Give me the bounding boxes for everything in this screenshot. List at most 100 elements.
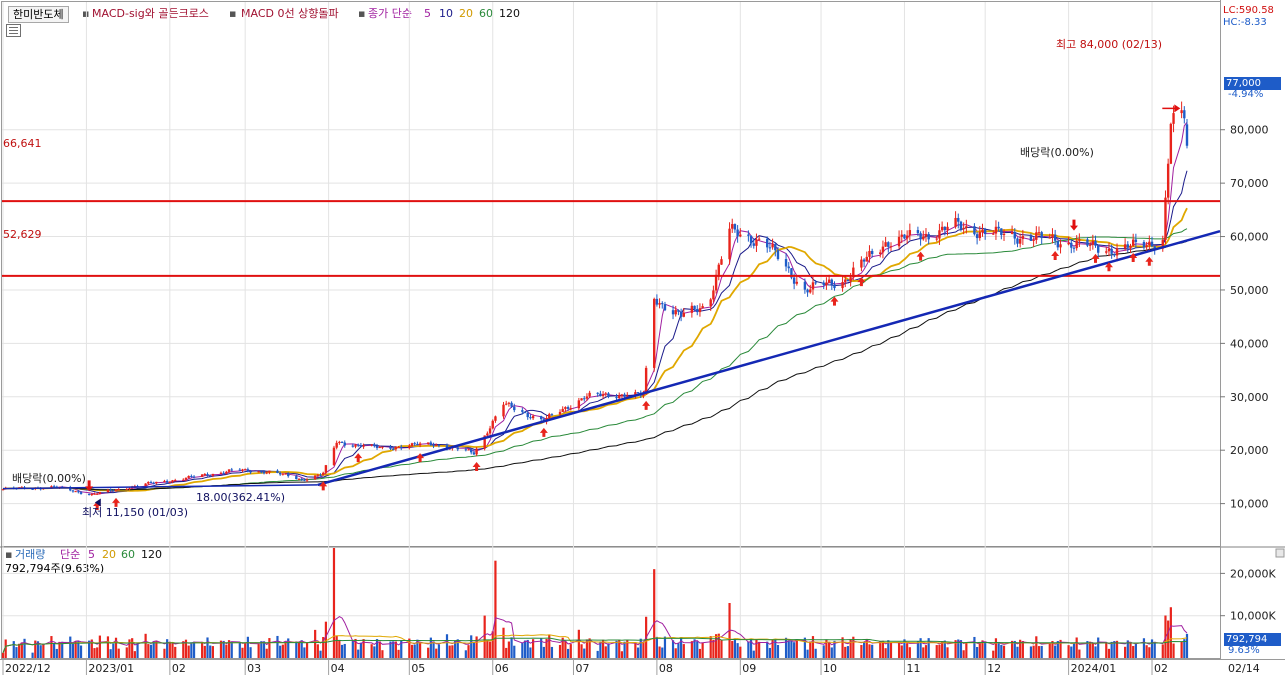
- current-volume-tag: 792,794: [1224, 633, 1281, 646]
- volume-bar: [375, 639, 379, 658]
- volume-bar: [74, 641, 77, 658]
- volume-bar: [661, 647, 664, 658]
- candle: [1059, 244, 1062, 248]
- candle: [583, 398, 586, 400]
- volume-ma-120[interactable]: 120: [141, 548, 162, 561]
- volume-bar: [1107, 648, 1111, 658]
- volume-bar: [1000, 644, 1003, 658]
- volume-bar: [505, 647, 508, 658]
- volume-bar: [1002, 645, 1006, 658]
- candle: [184, 477, 188, 480]
- trend-line[interactable]: [317, 230, 1221, 487]
- volume-bar: [281, 644, 284, 658]
- candle: [693, 305, 696, 310]
- volume-bar: [88, 640, 91, 658]
- candle: [1070, 242, 1073, 248]
- candle: [1035, 232, 1038, 240]
- volume-ma-5[interactable]: 5: [88, 548, 95, 561]
- volume-bar: [268, 638, 271, 658]
- volume-bar: [507, 641, 510, 658]
- volume-bar: [287, 638, 290, 658]
- vol-ma20-line: [2, 634, 1188, 654]
- volume-bar: [849, 638, 852, 658]
- list-toggle-icon[interactable]: [6, 24, 21, 37]
- x-tick-label: 02: [172, 662, 186, 675]
- candle: [1153, 246, 1156, 249]
- volume-bar: [351, 640, 354, 658]
- legend-ma-10[interactable]: 10: [439, 7, 453, 20]
- legend-indicator-macd-sig[interactable]: MACD-sig와 골든크로스: [92, 7, 209, 20]
- legend-ma-label[interactable]: 종가 단순: [368, 7, 412, 20]
- candle: [488, 428, 492, 434]
- volume-ma-label[interactable]: 단순: [60, 548, 81, 561]
- volume-bar: [246, 636, 249, 658]
- volume-bar: [997, 641, 1000, 658]
- volume-bar: [322, 637, 325, 658]
- volume-bar: [190, 642, 193, 658]
- candle: [868, 250, 871, 257]
- candle: [526, 412, 529, 418]
- candle: [747, 234, 750, 236]
- legend-ma-60[interactable]: 60: [479, 7, 493, 20]
- vol-ma5-line: [2, 616, 1188, 654]
- legend-ma-5[interactable]: 5: [424, 7, 431, 20]
- volume-title[interactable]: 거래량: [15, 548, 46, 561]
- volume-bar: [1113, 641, 1116, 658]
- legend-ma-120[interactable]: 120: [499, 7, 520, 20]
- candle: [1166, 163, 1170, 198]
- volume-bar: [1161, 644, 1164, 658]
- legend-indicator-macd-zero[interactable]: MACD 0선 상향돌파: [241, 7, 339, 20]
- candle: [766, 238, 769, 248]
- volume-bar: [731, 640, 734, 658]
- volume-bar: [976, 647, 979, 658]
- hc-value: HC:-8.33: [1223, 17, 1267, 28]
- price-tick-label: 80,000: [1230, 124, 1269, 137]
- volume-bar: [766, 641, 769, 658]
- candle: [833, 284, 836, 289]
- candle: [93, 493, 96, 495]
- candle: [128, 488, 131, 490]
- candle: [889, 246, 893, 248]
- candle: [373, 444, 376, 447]
- candle: [71, 490, 75, 492]
- candle: [879, 252, 882, 255]
- candle: [335, 442, 338, 448]
- stock-name-box[interactable]: 한미반도체: [8, 6, 69, 23]
- volume-bar: [897, 641, 901, 658]
- x-tick-label: 09: [742, 662, 756, 675]
- golden-cross-arrow-icon: [830, 296, 839, 306]
- volume-bar: [1021, 640, 1024, 658]
- volume-bar: [1115, 640, 1119, 658]
- volume-ma-20[interactable]: 20: [102, 548, 116, 561]
- candle: [246, 469, 250, 472]
- volume-bar: [163, 648, 166, 658]
- volume-scroll-handle[interactable]: [1275, 548, 1285, 558]
- golden-cross-arrow-icon: [472, 462, 481, 472]
- volume-bar: [1172, 643, 1175, 658]
- candle: [203, 474, 207, 476]
- candle: [281, 473, 285, 475]
- volume-bar: [846, 646, 850, 658]
- volume-bar: [467, 645, 470, 658]
- volume-bar: [626, 640, 629, 658]
- min-arrow-icon: [94, 498, 101, 507]
- candle: [862, 259, 866, 262]
- volume-bar: [131, 638, 134, 658]
- candle: [278, 472, 282, 475]
- volume-bar: [53, 643, 56, 658]
- volume-bar: [222, 640, 225, 658]
- volume-bar: [881, 640, 885, 658]
- legend-ma-20[interactable]: 20: [459, 7, 473, 20]
- price-tick-label: 40,000: [1230, 337, 1269, 350]
- volume-bar: [343, 643, 346, 658]
- candle: [77, 491, 80, 493]
- candle: [149, 482, 153, 484]
- trend-line-base[interactable]: [2, 484, 318, 490]
- candle: [626, 395, 629, 397]
- candle: [502, 404, 505, 417]
- volume-ma-60[interactable]: 60: [121, 548, 135, 561]
- candle: [483, 435, 486, 449]
- volume-bar: [774, 639, 777, 658]
- candle: [206, 474, 209, 476]
